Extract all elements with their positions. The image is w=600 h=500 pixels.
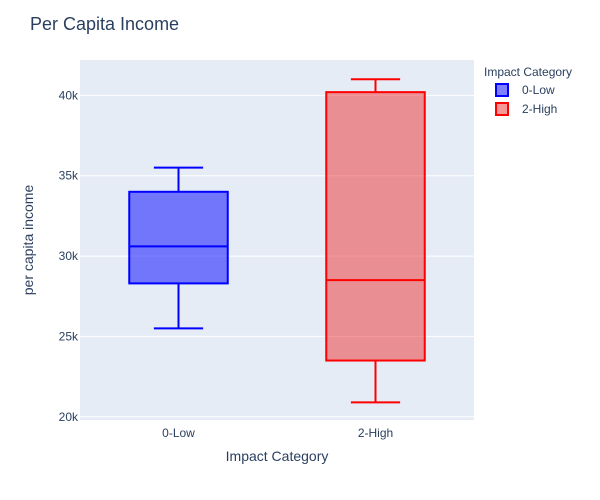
x-tick-label: 2-High [358, 426, 393, 440]
legend-label: 0-Low [522, 83, 555, 97]
y-tick-label: 35k [59, 169, 79, 183]
legend-title: Impact Category [484, 65, 572, 79]
y-tick-label: 25k [59, 329, 79, 343]
legend-swatch [495, 102, 509, 116]
legend-items: 0-Low 2-High [495, 83, 557, 116]
y-tick-label: 40k [59, 88, 79, 102]
legend-item-0-Low[interactable]: 0-Low [495, 83, 555, 97]
box-layer [128, 78, 426, 404]
legend-item-2-High[interactable]: 2-High [495, 102, 557, 116]
iqr-box [325, 91, 426, 362]
box-0-Low [128, 166, 229, 330]
x-axis-title: Impact Category [226, 448, 329, 464]
y-tick-label: 20k [59, 410, 79, 424]
y-tick-label: 30k [59, 249, 79, 263]
legend: Impact Category 0-Low 2-High [484, 65, 572, 116]
x-tick-label: 0-Low [162, 426, 195, 440]
x-axis-ticks: 0-Low 2-High [162, 426, 393, 440]
chart-title: Per Capita Income [30, 14, 179, 34]
legend-swatch [495, 83, 509, 97]
y-axis-ticks: 20k 25k 30k 35k 40k [59, 88, 79, 423]
box-2-High [325, 78, 426, 404]
iqr-box [128, 190, 229, 285]
legend-label: 2-High [522, 102, 557, 116]
y-axis-title: per capita income [20, 185, 36, 296]
